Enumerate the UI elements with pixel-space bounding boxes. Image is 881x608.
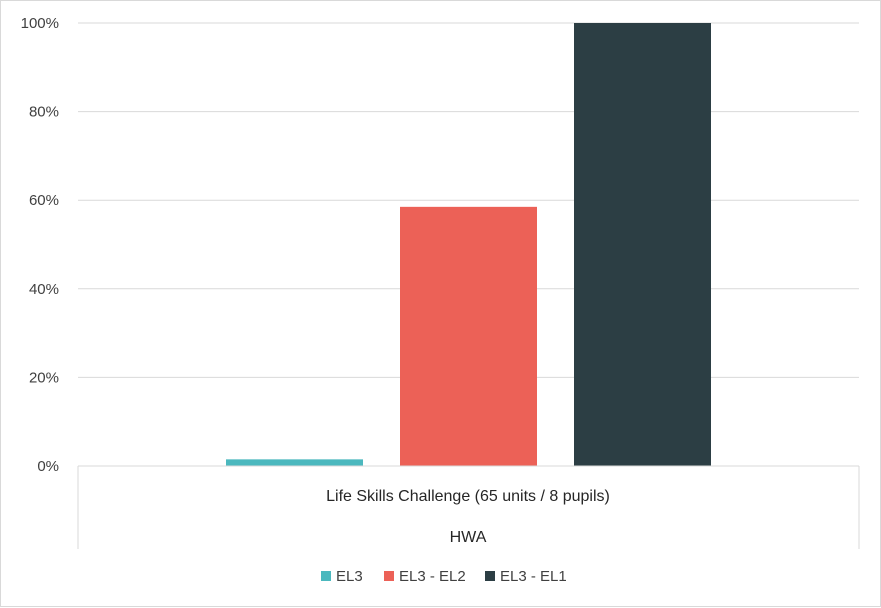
y-tick-label: 60% <box>29 192 59 209</box>
legend-swatch <box>384 571 394 581</box>
y-tick-label: 80% <box>29 104 59 121</box>
group-label: HWA <box>450 529 487 546</box>
gridlines <box>78 22 859 378</box>
y-axis-ticks: 0% 20% 40% 60% 80% 100% <box>21 15 59 475</box>
bar-el3-el2 <box>400 206 537 466</box>
bars <box>226 23 711 466</box>
bar-el3 <box>226 459 363 466</box>
bar-el3-el1 <box>574 23 711 466</box>
y-tick-label: 0% <box>37 458 59 475</box>
y-tick-label: 20% <box>29 369 59 386</box>
legend-label: EL3 <box>336 568 363 585</box>
legend-label: EL3 - EL1 <box>500 568 567 585</box>
legend-swatch <box>321 571 331 581</box>
category-label: Life Skills Challenge (65 units / 8 pupi… <box>326 488 610 505</box>
legend: EL3 EL3 - EL2 EL3 - EL1 <box>321 568 567 585</box>
category-axis: Life Skills Challenge (65 units / 8 pupi… <box>77 465 860 549</box>
y-tick-label: 40% <box>29 281 59 298</box>
legend-label: EL3 - EL2 <box>399 568 466 585</box>
legend-swatch <box>485 571 495 581</box>
y-tick-label: 100% <box>21 15 59 32</box>
